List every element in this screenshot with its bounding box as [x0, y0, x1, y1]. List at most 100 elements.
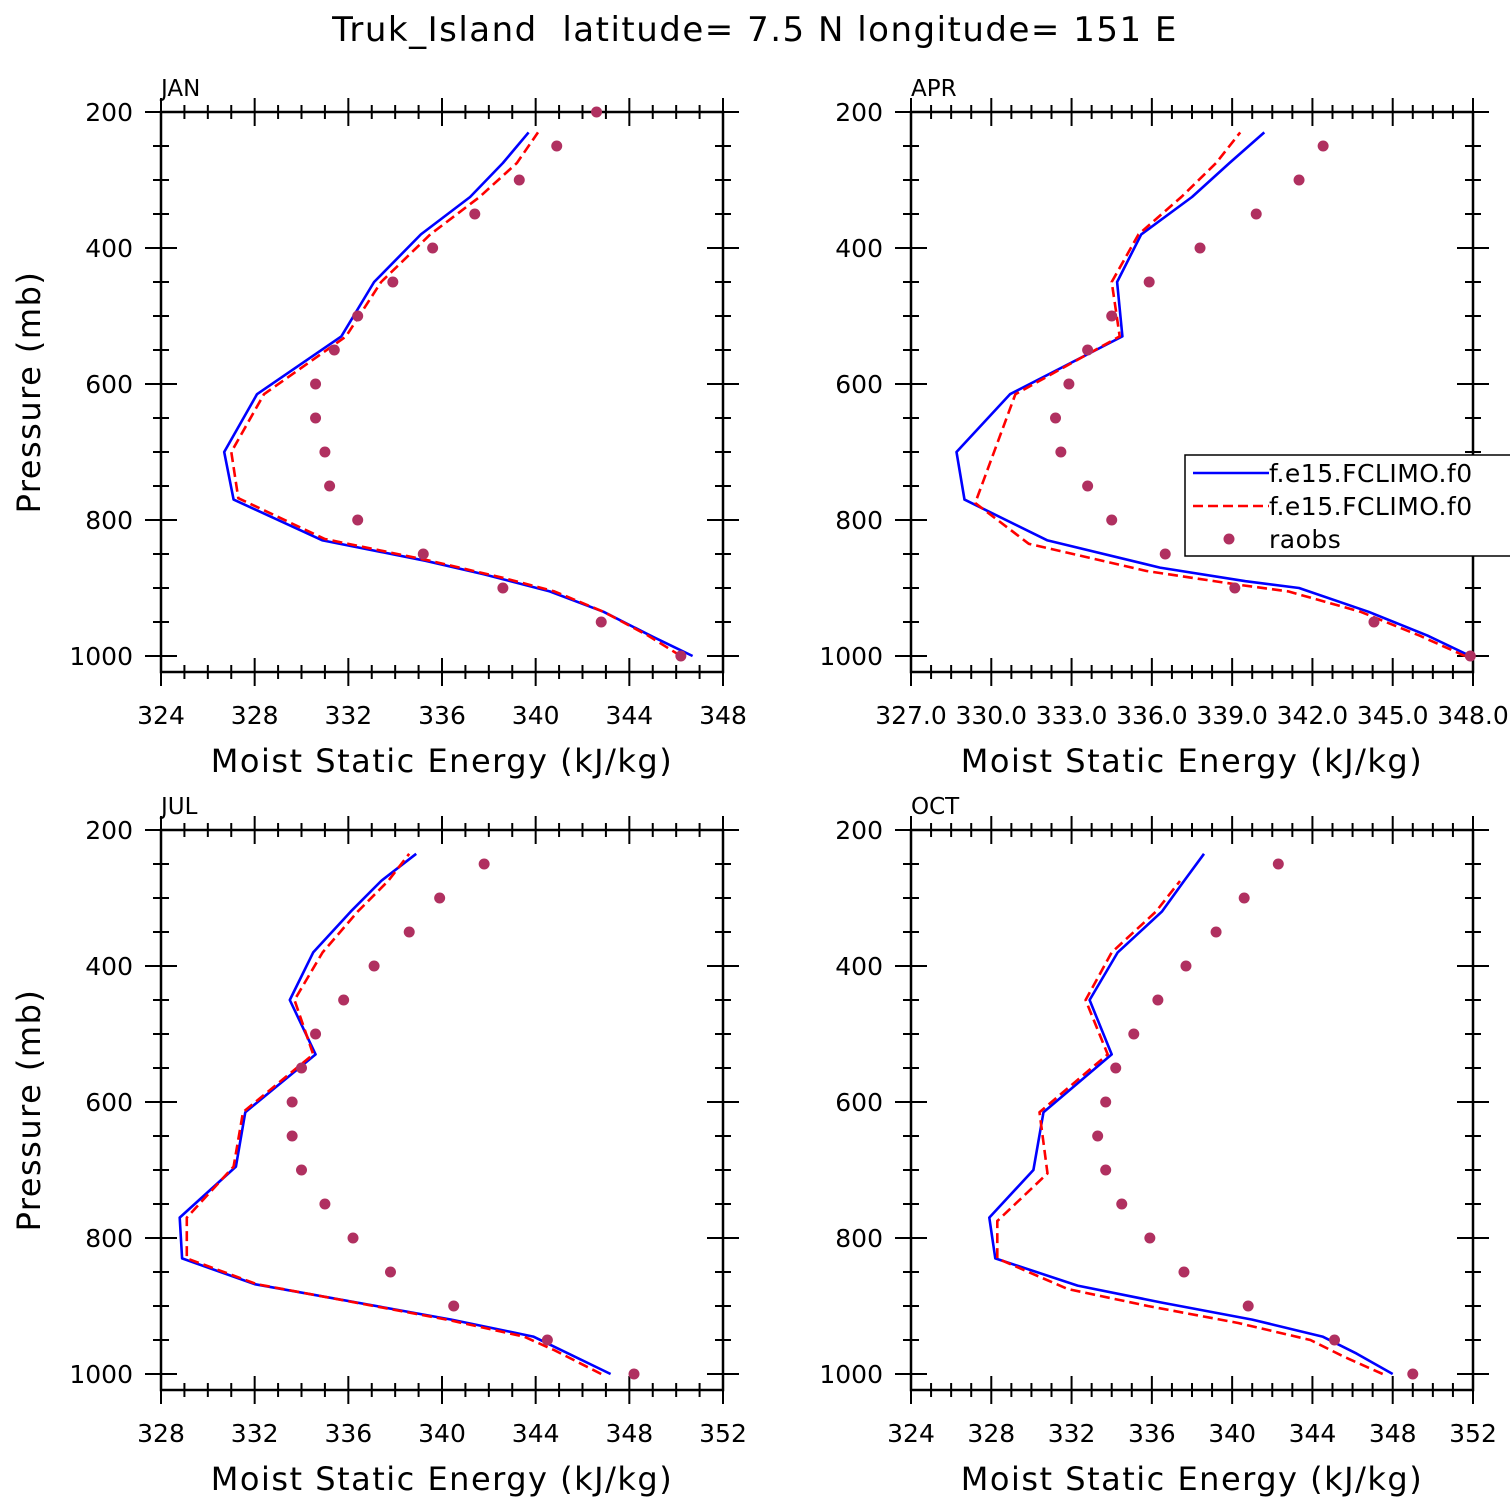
raobs-point [1407, 1368, 1419, 1380]
raobs-point [1242, 1300, 1254, 1312]
x-tick-label: 340 [512, 701, 560, 730]
raobs-point [1159, 548, 1171, 560]
y-tick-label: 800 [835, 506, 883, 535]
raobs-point [1250, 208, 1262, 220]
x-axis-label: Moist Static Energy (kJ/kg) [211, 1460, 673, 1498]
x-tick-label: 336 [324, 1419, 372, 1448]
x-tick-label: 345.0 [1357, 701, 1429, 730]
series-line-red-dashed [185, 853, 602, 1376]
raobs-point [352, 310, 364, 322]
x-tick-label: 328 [231, 701, 279, 730]
raobs-point [347, 1232, 359, 1244]
panel-jan: JAN 200 400 600 800 1000 324 328 332 336 340 344 348… [10, 76, 747, 780]
raobs-point [384, 1266, 396, 1278]
raobs-point [1229, 582, 1241, 594]
raobs-point [319, 1198, 331, 1210]
y-tick-label: 800 [835, 1224, 883, 1253]
raobs-point [387, 276, 399, 288]
panel-label: JUL [159, 794, 198, 820]
raobs-point [319, 446, 331, 458]
raobs-point [338, 994, 350, 1006]
raobs-point [296, 1164, 307, 1176]
x-tick-label: 324 [137, 701, 185, 730]
x-tick-label: 324 [887, 1419, 935, 1448]
x-tick-label: 344 [1289, 1419, 1337, 1448]
raobs-point [310, 1028, 322, 1040]
raobs-point [1194, 242, 1206, 254]
raobs-point [1063, 378, 1075, 390]
x-tick-label: 333.0 [1036, 701, 1108, 730]
x-tick-label: 330.0 [955, 701, 1027, 730]
x-tick-label: 340 [418, 1419, 466, 1448]
raobs-point [328, 344, 340, 356]
panel-oct: OCT 200 400 600 800 1000 324 328 332 336 340 344 348… [819, 794, 1496, 1498]
x-tick-label: 336.0 [1116, 701, 1188, 730]
x-tick-label: 327.0 [875, 701, 947, 730]
y-tick-label: 200 [85, 816, 133, 845]
x-axis-label: Moist Static Energy (kJ/kg) [961, 1460, 1423, 1498]
raobs-point [1210, 926, 1222, 938]
raobs-point [1106, 310, 1118, 322]
x-tick-label: 352 [1449, 1419, 1497, 1448]
series-line-blue [222, 131, 694, 658]
y-tick-label: 400 [85, 234, 133, 263]
raobs-point [675, 650, 687, 662]
x-tick-label: 332 [1048, 1419, 1096, 1448]
x-tick-label: 339.0 [1196, 701, 1268, 730]
y-tick-label: 800 [85, 1224, 133, 1253]
raobs-point [324, 480, 336, 492]
series-line-red-dashed [995, 880, 1384, 1376]
raobs-point [1082, 344, 1094, 356]
plot-frame [909, 828, 1475, 1392]
raobs-point [1116, 1198, 1128, 1210]
raobs-point [469, 208, 481, 220]
raobs-point [1110, 1062, 1122, 1074]
raobs-point [551, 140, 563, 152]
series-line-red-dashed [230, 131, 682, 658]
raobs-point [310, 412, 322, 424]
raobs-point [513, 174, 525, 186]
raobs-point [1178, 1266, 1190, 1278]
y-tick-label: 1000 [819, 1360, 883, 1389]
x-tick-label: 336 [1128, 1419, 1176, 1448]
raobs-point [595, 616, 607, 628]
raobs-point [1055, 446, 1067, 458]
raobs-point [1050, 412, 1062, 424]
panel-label: JAN [159, 76, 200, 102]
raobs-point [427, 242, 439, 254]
y-tick-label: 200 [85, 98, 133, 127]
x-tick-label: 336 [418, 701, 466, 730]
raobs-point [1100, 1096, 1112, 1108]
raobs-point [1092, 1130, 1104, 1142]
raobs-point [1152, 994, 1164, 1006]
raobs-point [1272, 858, 1284, 870]
raobs-point [417, 548, 429, 560]
raobs-point [1368, 616, 1380, 628]
legend-marker-raobs [1223, 533, 1235, 545]
raobs-point [1464, 650, 1476, 662]
x-tick-label: 344 [605, 701, 653, 730]
x-tick-label: 348.0 [1437, 701, 1509, 730]
x-tick-label: 348 [605, 1419, 653, 1448]
panel-label: APR [911, 76, 957, 102]
x-tick-label: 332 [231, 1419, 279, 1448]
x-tick-label: 348 [1369, 1419, 1417, 1448]
panel-label: OCT [911, 794, 960, 820]
panel-jul: JUL 200 400 600 800 1000 328 332 336 340 344 348 352… [10, 794, 747, 1498]
x-tick-label: 340 [1208, 1419, 1256, 1448]
raobs-point [591, 106, 603, 118]
y-tick-label: 600 [835, 370, 883, 399]
x-tick-label: 328 [967, 1419, 1015, 1448]
x-tick-label: 348 [699, 701, 747, 730]
y-tick-label: 200 [835, 98, 883, 127]
raobs-point [310, 378, 322, 390]
y-tick-label: 1000 [819, 642, 883, 671]
raobs-point [1329, 1334, 1341, 1346]
y-tick-label: 400 [835, 952, 883, 981]
raobs-point [1128, 1028, 1140, 1040]
raobs-point [368, 960, 380, 972]
raobs-point [1106, 514, 1118, 526]
legend-label: raobs [1269, 525, 1341, 554]
series-line-blue [178, 852, 612, 1376]
